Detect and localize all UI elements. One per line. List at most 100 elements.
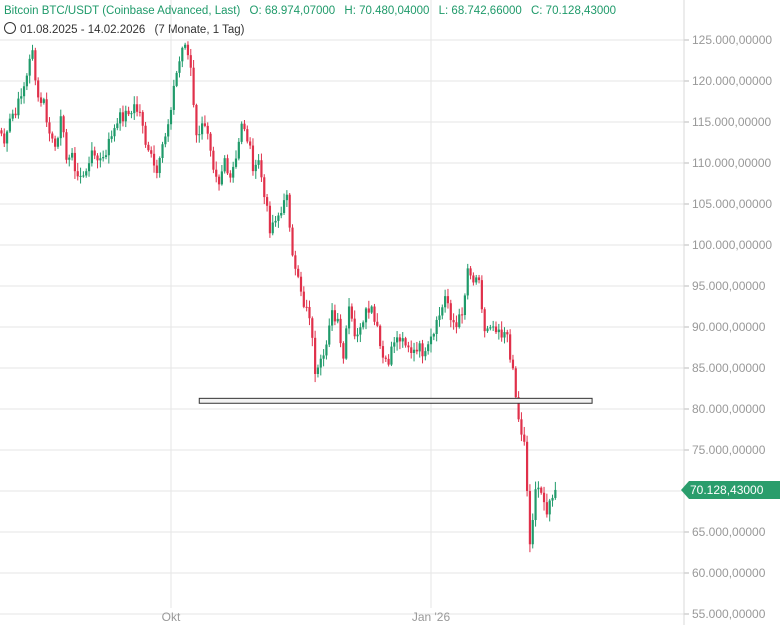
candle-body [554,489,557,498]
candle-body [87,163,91,172]
candle-body [271,222,274,234]
candle-body [189,55,192,68]
candle-body [435,319,438,334]
candle-body [113,128,116,137]
candle-body [381,346,385,358]
candle-body [203,123,207,126]
candle-body [62,116,65,133]
candle-body [407,345,410,348]
candle-body [37,80,40,98]
candle-body [517,397,520,420]
grid-lines [0,0,684,615]
candle-body [424,351,427,357]
candle-body [311,318,314,338]
candle-body [367,308,370,313]
y-tick-label: 110.000,00000 [692,156,772,170]
candle-body [325,344,328,356]
candle-body [314,337,317,374]
candle-body [384,357,387,359]
candle-body [164,136,167,145]
candle-body [48,122,51,134]
candle-body [184,44,187,48]
last-price-label: 70.128,43000 [690,483,764,497]
candle-body [398,337,402,342]
candle-body [209,133,212,151]
candle-body [42,99,45,103]
candle-body [260,160,263,178]
candle-body [441,307,444,316]
candle-body [206,125,209,134]
candle-body [509,334,512,360]
candle-body [167,124,170,137]
candle-body [59,116,62,139]
y-tick-label: 125.000,00000 [692,33,772,47]
candle-body [395,337,399,343]
y-tick-label: 60.000,00000 [692,566,766,580]
candle-body [119,112,122,124]
candle-body [305,306,308,308]
candle-body [393,342,396,347]
candle-body [497,329,500,333]
candle-body [5,131,9,144]
candle-body [152,153,156,166]
candle-body [223,158,226,172]
candle-body [263,177,266,198]
candle-body [104,155,108,158]
candle-body [90,150,93,164]
candle-body [141,112,144,126]
candle-body [404,338,407,346]
candle-body [73,152,77,172]
candle-body [412,349,416,354]
candle-body [379,325,382,347]
candle-body [460,314,464,316]
open-value: O: 68.974,07000 [249,5,336,17]
candle-body [452,320,455,323]
candle-body [220,171,223,185]
candle-body [133,104,136,114]
support-zone-box [198,397,593,404]
last-price-box [681,480,780,499]
candle-body [195,104,198,136]
candle-body [158,158,161,174]
candle-body [147,144,150,151]
candle-body [68,157,71,160]
candle-body [449,303,452,321]
candle-body [277,215,280,221]
candle-body [319,358,322,368]
candle-body [288,194,291,228]
candle-body [169,109,173,125]
candle-body [254,164,257,172]
candle-body [110,136,113,139]
candle-body [243,123,246,130]
candle-body [161,144,164,159]
candle-body [410,347,413,354]
date-range: 01.08.2025 - 14.02.2026 [20,24,146,36]
candle-body [229,173,232,178]
candle-body [39,97,43,103]
y-tick-label: 105.000,00000 [692,197,772,211]
candle-body [322,355,325,359]
candle-body [93,150,96,156]
instrument-title: Bitcoin BTC/USDT (Coinbase Advanced, Las… [4,5,241,17]
candle-body [249,141,252,146]
candle-body [56,138,60,147]
y-tick-label: 80.000,00000 [692,402,766,416]
candle-body [280,213,283,216]
reset-circle-icon[interactable] [4,22,16,34]
candle-body [200,123,204,135]
candle-body [11,113,14,119]
candle-body [458,314,461,328]
candle-body [401,338,404,342]
candle-body [237,141,240,159]
candle-body [246,129,249,142]
close-value: C: 70.128,43000 [530,5,617,17]
candle-body [294,255,297,269]
high-value: H: 70.480,04000 [344,5,430,17]
candle-body [336,318,339,322]
candle-body [472,275,475,283]
candle-body [14,113,17,116]
candle-body [155,165,158,174]
interval-label: (7 Monate, 1 Tag) [154,24,245,36]
candle-body [181,47,184,62]
